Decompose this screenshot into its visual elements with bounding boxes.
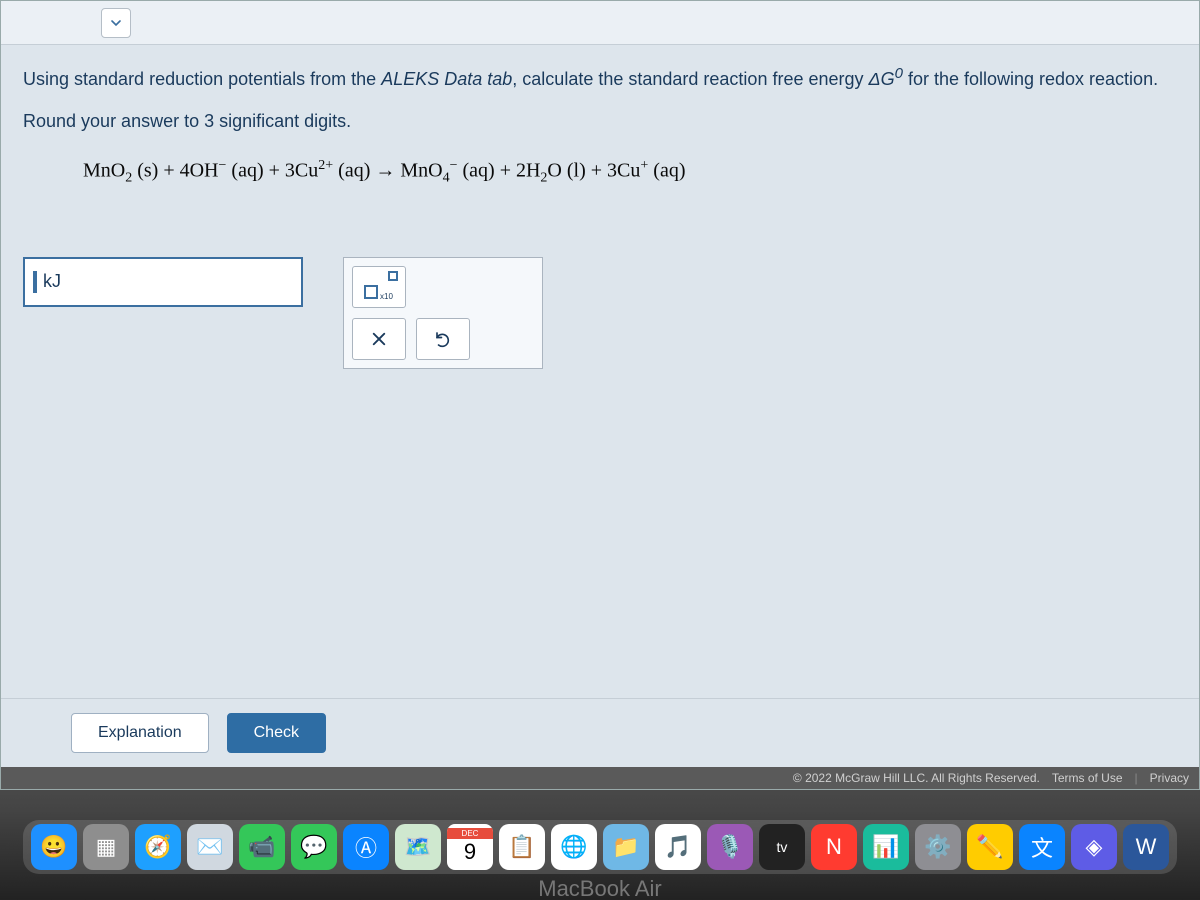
- delta-g-sup: 0: [895, 65, 903, 82]
- sci-notation-button[interactable]: x10: [352, 266, 406, 308]
- eq-p1-cu-aq: (aq): [648, 160, 685, 182]
- privacy-link[interactable]: Privacy: [1150, 771, 1189, 785]
- eq-r1: MnO: [83, 160, 125, 182]
- macos-dock: 😀 ▦ 🧭 ✉️ 📹 💬 Ⓐ 🗺️ DEC 9 📋 🌐 📁 🎵 🎙️ tv N …: [23, 820, 1177, 874]
- eq-p1-o: O (l) + 3Cu: [547, 160, 640, 182]
- mail-icon[interactable]: ✉️: [187, 824, 233, 870]
- terms-link[interactable]: Terms of Use: [1052, 771, 1123, 785]
- appletv-icon[interactable]: tv: [759, 824, 805, 870]
- top-bar: [1, 1, 1199, 45]
- chevron-down-icon: [108, 15, 124, 31]
- data-tab-ref: ALEKS Data tab: [381, 69, 512, 89]
- appstore-icon[interactable]: Ⓐ: [343, 824, 389, 870]
- footer-sep: |: [1135, 771, 1138, 785]
- unit-label: kJ: [43, 271, 61, 292]
- reminders-icon[interactable]: 📋: [499, 824, 545, 870]
- eq-r1-cu-aq: (aq): [333, 160, 375, 182]
- maps-icon[interactable]: 🗺️: [395, 824, 441, 870]
- launchpad-icon[interactable]: ▦: [83, 824, 129, 870]
- q-mid: , calculate the standard reaction free e…: [512, 69, 868, 89]
- sci-notation-icon: x10: [364, 275, 394, 299]
- aleks-window: Using standard reduction potentials from…: [0, 0, 1200, 790]
- explanation-button[interactable]: Explanation: [71, 713, 209, 753]
- chrome-icon[interactable]: 🌐: [551, 824, 597, 870]
- check-button[interactable]: Check: [227, 713, 326, 753]
- answer-row: kJ x10: [23, 257, 1177, 369]
- eq-arrow: →: [375, 160, 395, 182]
- translate-icon[interactable]: 文: [1019, 824, 1065, 870]
- eq-p1-sup: −: [450, 158, 458, 173]
- music-icon[interactable]: 🎵: [655, 824, 701, 870]
- clear-button[interactable]: [352, 318, 406, 360]
- question-text: Using standard reduction potentials from…: [23, 63, 1177, 93]
- dropdown-toggle[interactable]: [101, 8, 131, 38]
- undo-button[interactable]: [416, 318, 470, 360]
- eq-p1-aq: (aq) + 2H: [458, 160, 541, 182]
- facetime-icon[interactable]: 📹: [239, 824, 285, 870]
- messages-icon[interactable]: 💬: [291, 824, 337, 870]
- input-placeholder-icon: [33, 271, 37, 293]
- shortcuts-icon[interactable]: ◈: [1071, 824, 1117, 870]
- folder-icon[interactable]: 📁: [603, 824, 649, 870]
- finder-icon[interactable]: 😀: [31, 824, 77, 870]
- copyright-text: © 2022 McGraw Hill LLC. All Rights Reser…: [793, 771, 1040, 785]
- q-prefix: Using standard reduction potentials from…: [23, 69, 381, 89]
- eq-p1: MnO: [395, 160, 442, 182]
- eq-p1-sub: 4: [443, 171, 450, 186]
- cal-day: 9: [464, 839, 476, 865]
- eq-r1-state: (s) + 4OH: [132, 160, 218, 182]
- calendar-icon[interactable]: DEC 9: [447, 824, 493, 870]
- delta-g: ΔG0: [869, 69, 903, 89]
- eq-r1-cu-sup: 2+: [318, 158, 333, 173]
- tv-label: tv: [777, 839, 788, 855]
- delta-g-sym: ΔG: [869, 69, 895, 89]
- eq-r1-aq: (aq) + 3Cu: [226, 160, 318, 182]
- prefs-icon[interactable]: ⚙️: [915, 824, 961, 870]
- numbers-icon[interactable]: 📊: [863, 824, 909, 870]
- q-suffix: for the following redox reaction.: [903, 69, 1158, 89]
- macbook-label: MacBook Air: [538, 876, 662, 900]
- x-icon: [370, 330, 388, 348]
- answer-input[interactable]: [61, 259, 293, 305]
- chemical-equation: MnO2 (s) + 4OH− (aq) + 3Cu2+ (aq) → MnO4…: [83, 158, 1177, 187]
- news-icon[interactable]: N: [811, 824, 857, 870]
- copyright-bar: © 2022 McGraw Hill LLC. All Rights Reser…: [1, 767, 1199, 789]
- answer-box[interactable]: kJ: [23, 257, 303, 307]
- undo-icon: [434, 330, 452, 348]
- podcasts-icon[interactable]: 🎙️: [707, 824, 753, 870]
- footer-bar: Explanation Check: [1, 698, 1199, 767]
- question-content: Using standard reduction potentials from…: [1, 45, 1199, 698]
- instruction-text: Round your answer to 3 significant digit…: [23, 111, 1177, 132]
- safari-icon[interactable]: 🧭: [135, 824, 181, 870]
- tool-panel: x10: [343, 257, 543, 369]
- cal-month: DEC: [447, 828, 493, 839]
- sci-x10-label: x10: [380, 292, 393, 301]
- notes-icon[interactable]: ✏️: [967, 824, 1013, 870]
- word-icon[interactable]: W: [1123, 824, 1169, 870]
